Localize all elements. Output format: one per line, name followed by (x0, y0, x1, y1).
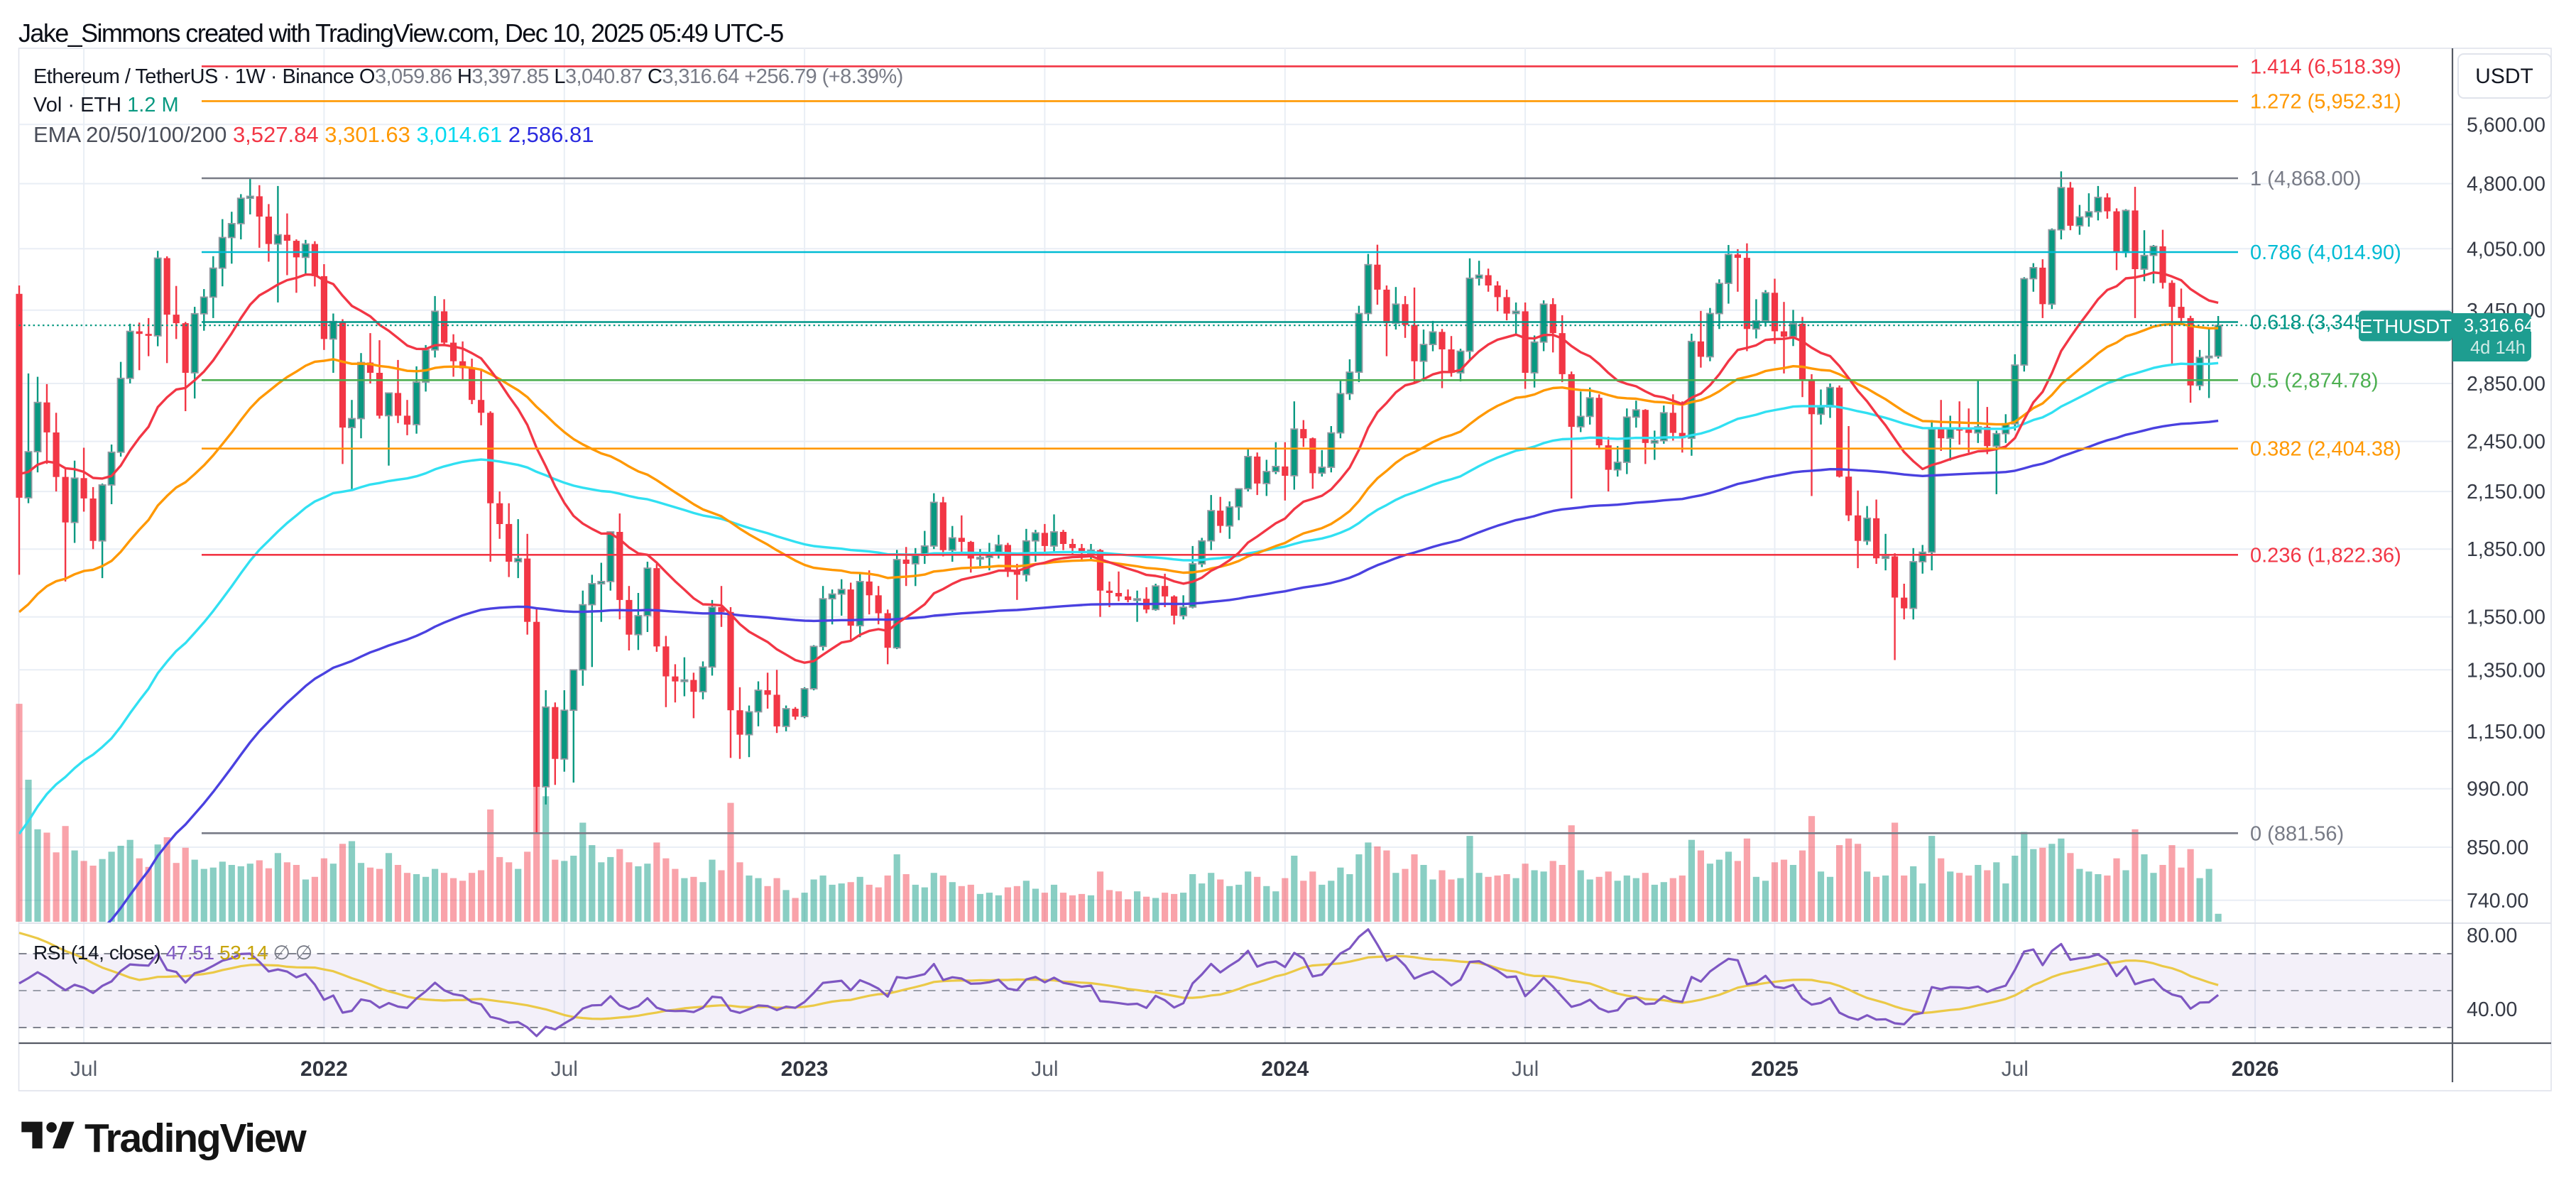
svg-text:1,850.00: 1,850.00 (2467, 538, 2545, 561)
svg-text:Jul: Jul (1031, 1057, 1058, 1081)
svg-text:0 (881.56): 0 (881.56) (2250, 822, 2344, 845)
svg-text:ETHUSDT: ETHUSDT (2359, 315, 2452, 337)
svg-text:2,450.00: 2,450.00 (2467, 431, 2545, 454)
svg-text:2,850.00: 2,850.00 (2467, 373, 2545, 396)
svg-text:40.00: 40.00 (2467, 998, 2517, 1021)
svg-text:0.786 (4,014.90): 0.786 (4,014.90) (2250, 241, 2401, 264)
svg-text:2025: 2025 (1751, 1057, 1799, 1081)
svg-text:4d 14h: 4d 14h (2470, 338, 2526, 358)
svg-text:0.382 (2,404.38): 0.382 (2,404.38) (2250, 438, 2401, 461)
svg-text:Jul: Jul (1512, 1057, 1539, 1081)
svg-text:1,150.00: 1,150.00 (2467, 721, 2545, 743)
svg-text:2022: 2022 (300, 1057, 348, 1081)
svg-text:EMA 20/50/100/200 3,527.84 3,3: EMA 20/50/100/200 3,527.84 3,301.63 3,01… (33, 122, 594, 147)
svg-text:2023: 2023 (781, 1057, 829, 1081)
svg-text:TradingView: TradingView (84, 1116, 307, 1161)
svg-text:2024: 2024 (1261, 1057, 1309, 1081)
svg-text:2,150.00: 2,150.00 (2467, 481, 2545, 503)
svg-text:2026: 2026 (2232, 1057, 2279, 1081)
svg-text:Vol · ETH 1.2 M: Vol · ETH 1.2 M (33, 94, 179, 116)
svg-text:3,316.64: 3,316.64 (2464, 316, 2534, 336)
svg-text:1,550.00: 1,550.00 (2467, 606, 2545, 629)
svg-text:0.236 (1,822.36): 0.236 (1,822.36) (2250, 544, 2401, 567)
svg-text:5,600.00: 5,600.00 (2467, 114, 2545, 136)
svg-text:740.00: 740.00 (2467, 890, 2528, 913)
svg-text:Jul: Jul (551, 1057, 578, 1081)
svg-text:1,350.00: 1,350.00 (2467, 659, 2545, 682)
svg-text:USDT: USDT (2475, 65, 2533, 88)
svg-text:Ethereum / TetherUS · 1W · Bin: Ethereum / TetherUS · 1W · Binance O3,05… (33, 65, 903, 88)
svg-text:RSI (14, close) 47.51 53.14 ∅: RSI (14, close) 47.51 53.14 ∅ ∅ (33, 942, 312, 964)
svg-text:Jake_Simmons created with Trad: Jake_Simmons created with TradingView.co… (18, 18, 783, 48)
svg-text:1 (4,868.00): 1 (4,868.00) (2250, 168, 2361, 190)
svg-text:990.00: 990.00 (2467, 778, 2528, 801)
svg-text:1.414 (6,518.39): 1.414 (6,518.39) (2250, 55, 2401, 78)
svg-text:80.00: 80.00 (2467, 925, 2517, 947)
svg-text:Jul: Jul (70, 1057, 97, 1081)
svg-text:0.5 (2,874.78): 0.5 (2,874.78) (2250, 369, 2379, 392)
svg-text:4,800.00: 4,800.00 (2467, 173, 2545, 196)
svg-text:Jul: Jul (2002, 1057, 2029, 1081)
svg-text:850.00: 850.00 (2467, 837, 2528, 859)
svg-text:1.272 (5,952.31): 1.272 (5,952.31) (2250, 90, 2401, 113)
svg-text:4,050.00: 4,050.00 (2467, 238, 2545, 261)
